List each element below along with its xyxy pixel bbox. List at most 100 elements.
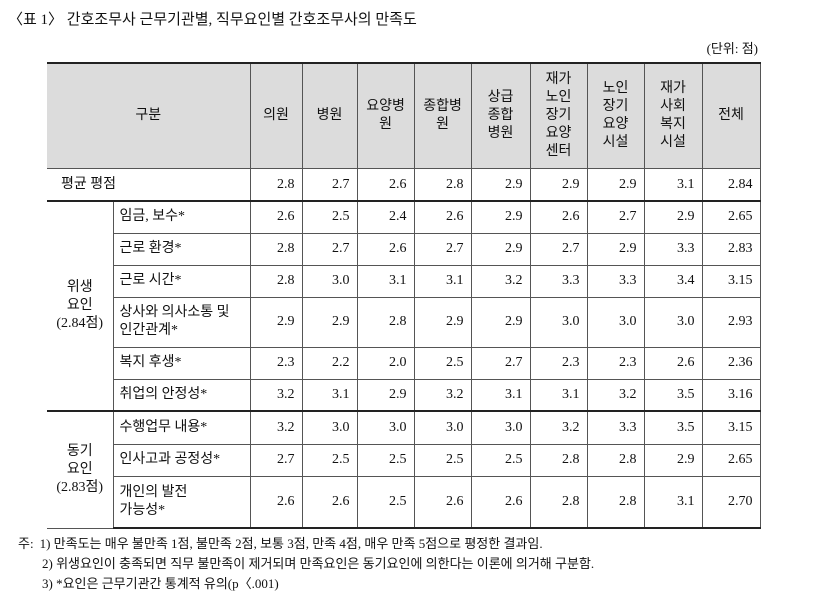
data-row: 취업의 안정성* 3.2 3.1 2.9 3.2 3.1 3.1 3.2 3.5 3.16 <box>47 378 761 412</box>
cell: 3.1 <box>301 378 358 412</box>
cell: 2.9 <box>301 296 358 348</box>
row-label: 임금, 보수* <box>112 200 251 234</box>
cell: 3.0 <box>529 296 588 348</box>
cell: 3.2 <box>529 410 588 445</box>
cell: 2.8 <box>356 296 415 348</box>
row-label: 개인의 발전 가능성* <box>112 475 251 529</box>
cell: 2.6 <box>249 200 303 234</box>
cell: 2.7 <box>301 232 358 266</box>
cell: 2.84 <box>701 168 761 202</box>
cell: 3.3 <box>586 410 645 445</box>
cell: 2.83 <box>701 232 761 266</box>
cell: 2.65 <box>701 200 761 234</box>
cell: 2.9 <box>356 378 415 412</box>
cell: 2.9 <box>470 296 531 348</box>
cell: 3.1 <box>643 475 703 529</box>
table-header: 구분 의원 병원 요양병 원 종합병 원 상급 종합 병원 재가 노인 장기 요양 센터 노인… <box>47 62 761 169</box>
caption: 〈표 1〉 간호조무사 근무기관별, 직무요인별 간호조무사의 만족도 <box>8 12 417 28</box>
cell: 2.3 <box>586 346 645 380</box>
row-label: 근로 시간* <box>112 264 251 298</box>
row-label: 상사와 의사소통 및 인간관계* <box>112 296 251 348</box>
cell: 3.4 <box>643 264 703 298</box>
cell: 2.7 <box>301 168 358 202</box>
cell: 2.8 <box>586 475 645 529</box>
cell: 2.9 <box>413 296 472 348</box>
cell: 2.3 <box>249 346 303 380</box>
cell: 3.0 <box>301 410 358 445</box>
cell: 3.1 <box>356 264 415 298</box>
cell: 2.93 <box>701 296 761 348</box>
data-row: 근로 시간* 2.8 3.0 3.1 3.1 3.2 3.3 3.3 3.4 3.15 <box>47 264 761 298</box>
cell: 3.0 <box>301 264 358 298</box>
cell: 2.5 <box>470 443 531 477</box>
cell: 3.1 <box>643 168 703 202</box>
note-text: 2) 위생요인이 충족되면 직무 불만족이 제거되며 만족요인은 동기요인에 의… <box>42 556 595 571</box>
cell: 2.6 <box>356 168 415 202</box>
cell: 2.8 <box>249 264 303 298</box>
cell: 2.6 <box>470 475 531 529</box>
note-line: 3) *요인은 근무기관간 통계적 유의(p〈.001) <box>18 574 594 594</box>
cell: 2.6 <box>301 475 358 529</box>
cell: 2.8 <box>249 232 303 266</box>
data-row: 복지 후생* 2.3 2.2 2.0 2.5 2.7 2.3 2.3 2.6 2.36 <box>47 346 761 380</box>
cell: 2.7 <box>529 232 588 266</box>
unit-label: (단위: 점) <box>706 41 758 56</box>
cell: 2.6 <box>413 475 472 529</box>
cell: 2.6 <box>529 200 588 234</box>
cell: 2.65 <box>701 443 761 477</box>
cell: 2.9 <box>643 443 703 477</box>
note-prefix: 주: <box>18 536 34 551</box>
note-text: 3) *요인은 근무기관간 통계적 유의(p〈.001) <box>42 576 279 591</box>
cell: 2.9 <box>529 168 588 202</box>
header-cell: 재가 노인 장기 요양 센터 <box>529 62 588 169</box>
cell: 2.5 <box>413 346 472 380</box>
notes: 주: 1) 만족도는 매우 불만족 1점, 불만족 2점, 보통 3점, 만족 4… <box>18 534 594 594</box>
row-label: 수행업무 내용* <box>112 410 251 445</box>
cell: 2.6 <box>249 475 303 529</box>
cell: 2.9 <box>586 232 645 266</box>
cell: 3.1 <box>413 264 472 298</box>
header-cell: 의원 <box>249 62 303 169</box>
cell: 2.9 <box>470 200 531 234</box>
cell: 2.7 <box>249 443 303 477</box>
cell: 2.36 <box>701 346 761 380</box>
cell: 2.8 <box>249 168 303 202</box>
cell: 2.9 <box>643 200 703 234</box>
group-label: 위생 요인 (2.84점) <box>47 200 114 412</box>
cell: 2.8 <box>413 168 472 202</box>
cell: 3.2 <box>249 410 303 445</box>
cell: 2.6 <box>356 232 415 266</box>
cell: 2.5 <box>301 200 358 234</box>
header-cell: 재가 사회 복지 시설 <box>643 62 703 169</box>
cell: 3.15 <box>701 264 761 298</box>
cell: 3.3 <box>643 232 703 266</box>
cell: 3.0 <box>356 410 415 445</box>
table-body: 평균 평점 2.8 2.7 2.6 2.8 2.9 2.9 2.9 3.1 2.84 위생 요인 (… <box>47 168 761 529</box>
header-cell: 상급 종합 병원 <box>470 62 531 169</box>
data-row: 상사와 의사소통 및 인간관계* 2.9 2.9 2.8 2.9 2.9 3.0 3.0 3.0… <box>47 296 761 348</box>
header-cell: 구분 <box>47 62 251 169</box>
cell: 2.6 <box>643 346 703 380</box>
header-row: 구분 의원 병원 요양병 원 종합병 원 상급 종합 병원 재가 노인 장기 요양 센터 노인… <box>47 62 761 169</box>
cell: 2.7 <box>470 346 531 380</box>
data-row: 근로 환경* 2.8 2.7 2.6 2.7 2.9 2.7 2.9 3.3 2.83 <box>47 232 761 266</box>
cell: 2.5 <box>356 443 415 477</box>
cell: 3.3 <box>529 264 588 298</box>
cell: 2.4 <box>356 200 415 234</box>
cell: 2.8 <box>529 443 588 477</box>
data-row: 동기 요인 (2.83점) 수행업무 내용* 3.2 3.0 3.0 3.0 3.0 3.2 3… <box>47 410 761 529</box>
cell: 2.3 <box>529 346 588 380</box>
header-cell: 종합병 원 <box>413 62 472 169</box>
cell: 2.6 <box>413 200 472 234</box>
data-row: 위생 요인 (2.84점) 임금, 보수* 2.6 2.5 2.4 2.6 2.9 2.6 2.… <box>47 200 761 412</box>
row-label: 인사고과 공정성* <box>112 443 251 477</box>
cell: 3.2 <box>470 264 531 298</box>
cell: 2.5 <box>301 443 358 477</box>
header-cell: 노인 장기 요양 시설 <box>586 62 645 169</box>
cell: 3.3 <box>586 264 645 298</box>
header-cell: 요양병 원 <box>356 62 415 169</box>
cell: 3.5 <box>643 378 703 412</box>
cell: 2.9 <box>470 232 531 266</box>
